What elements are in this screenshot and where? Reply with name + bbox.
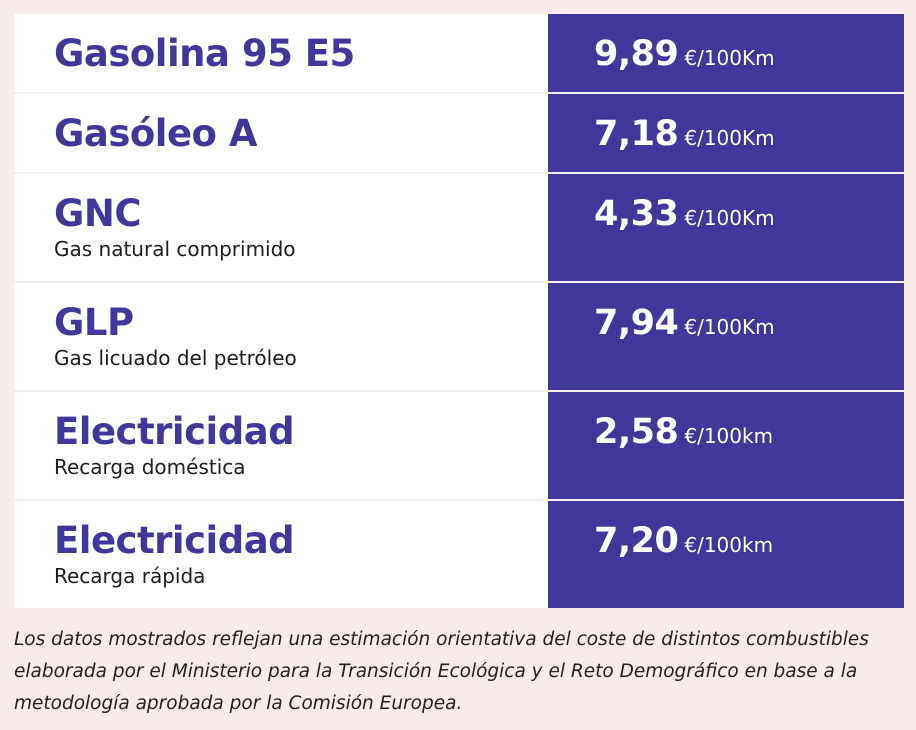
price-value: 2,58 bbox=[594, 412, 679, 452]
fuel-subtitle: Recarga rápida bbox=[54, 564, 206, 588]
price-value: 4,33 bbox=[594, 194, 679, 234]
fuel-name: Gasolina 95 E5 bbox=[54, 32, 355, 75]
fuel-subtitle: Gas licuado del petróleo bbox=[54, 346, 297, 370]
fuel-name-cell: GNC Gas natural comprimido bbox=[14, 174, 548, 281]
fuel-price-cell: 7,20 €/100km bbox=[548, 501, 904, 608]
fuel-name: Gasóleo A bbox=[54, 112, 258, 155]
fuel-price-cell: 2,58 €/100km bbox=[548, 392, 904, 499]
fuel-name-cell: Gasóleo A bbox=[14, 94, 548, 172]
fuel-name-cell: Electricidad Recarga doméstica bbox=[14, 392, 548, 499]
fuel-row-gnc: GNC Gas natural comprimido 4,33 €/100Km bbox=[14, 174, 904, 283]
price-unit: €/100Km bbox=[684, 126, 775, 150]
price-value: 7,94 bbox=[594, 303, 679, 343]
price-unit: €/100km bbox=[684, 533, 774, 557]
fuel-name-cell: GLP Gas licuado del petróleo bbox=[14, 283, 548, 390]
fuel-row-gasoleo-a: Gasóleo A 7,18 €/100Km bbox=[14, 94, 904, 174]
price-unit: €/100Km bbox=[684, 46, 775, 70]
fuel-subtitle: Recarga doméstica bbox=[54, 455, 246, 479]
fuel-name: Electricidad bbox=[54, 519, 295, 562]
price-value: 9,89 bbox=[594, 34, 679, 74]
price-value: 7,18 bbox=[594, 114, 679, 154]
price-unit: €/100km bbox=[684, 424, 774, 448]
fuel-name-cell: Gasolina 95 E5 bbox=[14, 14, 548, 92]
price-unit: €/100Km bbox=[684, 315, 775, 339]
fuel-subtitle: Gas natural comprimido bbox=[54, 237, 296, 261]
fuel-price-cell: 4,33 €/100Km bbox=[548, 174, 904, 281]
fuel-name: GLP bbox=[54, 301, 134, 344]
fuel-name: Electricidad bbox=[54, 410, 295, 453]
fuel-row-glp: GLP Gas licuado del petróleo 7,94 €/100Km bbox=[14, 283, 904, 392]
fuel-price-cell: 7,18 €/100Km bbox=[548, 94, 904, 172]
fuel-cost-table: Gasolina 95 E5 9,89 €/100Km Gasóleo A 7,1… bbox=[14, 14, 904, 608]
fuel-name-cell: Electricidad Recarga rápida bbox=[14, 501, 548, 608]
footnote: Los datos mostrados reflejan una estimac… bbox=[14, 629, 869, 714]
fuel-row-electricidad-rapida: Electricidad Recarga rápida 7,20 €/100km bbox=[14, 501, 904, 608]
fuel-row-electricidad-domestica: Electricidad Recarga doméstica 2,58 €/100… bbox=[14, 392, 904, 501]
fuel-name: GNC bbox=[54, 192, 142, 235]
fuel-price-cell: 9,89 €/100Km bbox=[548, 14, 904, 92]
fuel-row-gasolina-95: Gasolina 95 E5 9,89 €/100Km bbox=[14, 14, 904, 94]
price-value: 7,20 bbox=[594, 521, 679, 561]
price-unit: €/100Km bbox=[684, 206, 775, 230]
fuel-price-cell: 7,94 €/100Km bbox=[548, 283, 904, 390]
